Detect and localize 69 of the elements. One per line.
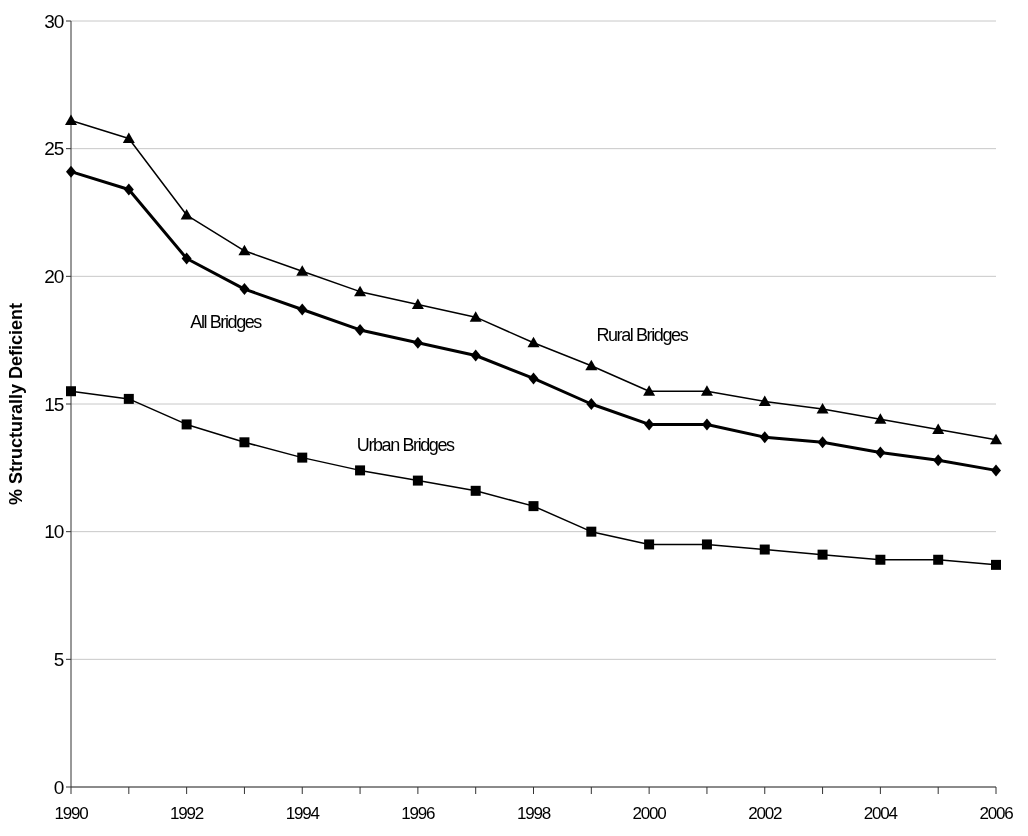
- point: [933, 554, 944, 565]
- point: [759, 544, 770, 555]
- x-tick-label: 2004: [863, 804, 898, 823]
- point: [701, 539, 712, 550]
- point: [355, 323, 366, 336]
- y-tick-label: 30: [44, 10, 64, 32]
- point: [991, 559, 1001, 570]
- point: [123, 393, 134, 404]
- point: [933, 454, 944, 467]
- y-tick-label: 0: [53, 776, 64, 798]
- point: [817, 549, 828, 560]
- point: [66, 165, 76, 178]
- point: [932, 423, 945, 435]
- x-tick-label: 1994: [285, 804, 320, 823]
- point: [412, 336, 423, 349]
- point: [296, 265, 309, 276]
- point: [239, 283, 250, 296]
- y-tick-label: 15: [44, 393, 64, 415]
- point: [875, 446, 886, 459]
- point: [644, 539, 655, 550]
- point: [700, 385, 713, 396]
- point: [759, 431, 770, 444]
- x-tick-label: 2002: [748, 804, 782, 823]
- point: [527, 336, 540, 348]
- point: [181, 419, 192, 430]
- point: [874, 413, 887, 424]
- y-tick-label: 10: [44, 521, 64, 543]
- point: [758, 395, 771, 406]
- y-tick-label: 20: [44, 265, 64, 287]
- series-label: All Bridges: [190, 312, 263, 333]
- point: [991, 464, 1001, 477]
- point: [528, 501, 539, 512]
- point: [990, 433, 1002, 445]
- point: [123, 183, 134, 196]
- y-tick-label: 25: [44, 138, 64, 160]
- point: [122, 132, 135, 143]
- x-tick-label: 2000: [632, 804, 667, 823]
- point: [470, 349, 481, 362]
- point: [355, 465, 366, 476]
- x-tick-label: 1998: [516, 804, 551, 823]
- point: [817, 436, 828, 449]
- point: [66, 386, 76, 397]
- y-tick-label: 5: [53, 648, 64, 670]
- point: [586, 526, 597, 537]
- x-tick-label: 1990: [54, 804, 89, 823]
- point: [585, 359, 598, 371]
- point: [469, 311, 482, 322]
- point: [875, 554, 886, 565]
- point: [643, 385, 656, 396]
- point: [181, 252, 192, 265]
- point: [180, 209, 193, 220]
- point: [470, 485, 481, 496]
- x-tick-label: 1992: [170, 804, 204, 823]
- point: [354, 285, 367, 297]
- series-label: Rural Bridges: [596, 325, 689, 346]
- x-tick-label: 2006: [979, 804, 1014, 823]
- series-label: Urban Bridges: [356, 435, 456, 456]
- point: [297, 303, 308, 316]
- x-tick-label: 1996: [401, 804, 436, 823]
- point: [816, 403, 829, 414]
- point: [297, 452, 308, 463]
- point: [238, 244, 251, 256]
- y-axis-title: % Structurally Deficient: [6, 302, 26, 506]
- point: [239, 437, 250, 448]
- point: [411, 298, 424, 309]
- point: [412, 475, 423, 486]
- point: [586, 398, 597, 410]
- point: [65, 114, 77, 126]
- point: [528, 372, 539, 385]
